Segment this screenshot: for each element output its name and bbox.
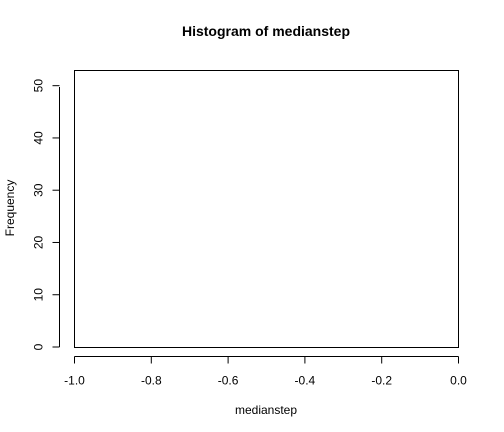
y-tick-label: 20 — [32, 235, 46, 249]
y-tick-label: 40 — [32, 131, 46, 145]
x-tick-label: -0.4 — [295, 374, 316, 388]
y-tick-label: 0 — [32, 343, 46, 350]
chart-title: Histogram of medianstep — [182, 23, 350, 39]
y-tick-label: 30 — [32, 183, 46, 197]
y-tick-label: 50 — [32, 79, 46, 93]
y-tick-label: 10 — [32, 288, 46, 302]
x-tick-label: -0.8 — [141, 374, 162, 388]
x-tick-label: -0.6 — [218, 374, 239, 388]
y-axis: 0 10 20 30 40 50 — [32, 79, 60, 350]
plot-area-box — [74, 70, 459, 348]
x-tick-label: -1.0 — [64, 374, 85, 388]
x-axis: -1.0 -0.8 -0.6 -0.4 -0.2 0.0 — [64, 356, 467, 388]
y-axis-title: Frequency — [3, 180, 17, 237]
x-axis-title: medianstep — [235, 403, 297, 417]
x-tick-label: -0.2 — [371, 374, 392, 388]
x-tick-label: 0.0 — [450, 374, 467, 388]
